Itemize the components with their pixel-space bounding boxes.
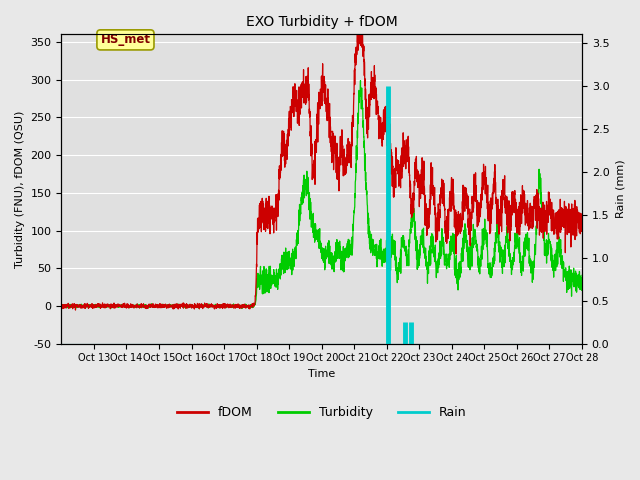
Y-axis label: Rain (mm): Rain (mm): [615, 160, 625, 218]
Text: HS_met: HS_met: [100, 34, 150, 47]
Title: EXO Turbidity + fDOM: EXO Turbidity + fDOM: [246, 15, 397, 29]
X-axis label: Time: Time: [308, 369, 335, 379]
Y-axis label: Turbidity (FNU), fDOM (QSU): Turbidity (FNU), fDOM (QSU): [15, 110, 25, 268]
Legend: fDOM, Turbidity, Rain: fDOM, Turbidity, Rain: [172, 401, 472, 424]
